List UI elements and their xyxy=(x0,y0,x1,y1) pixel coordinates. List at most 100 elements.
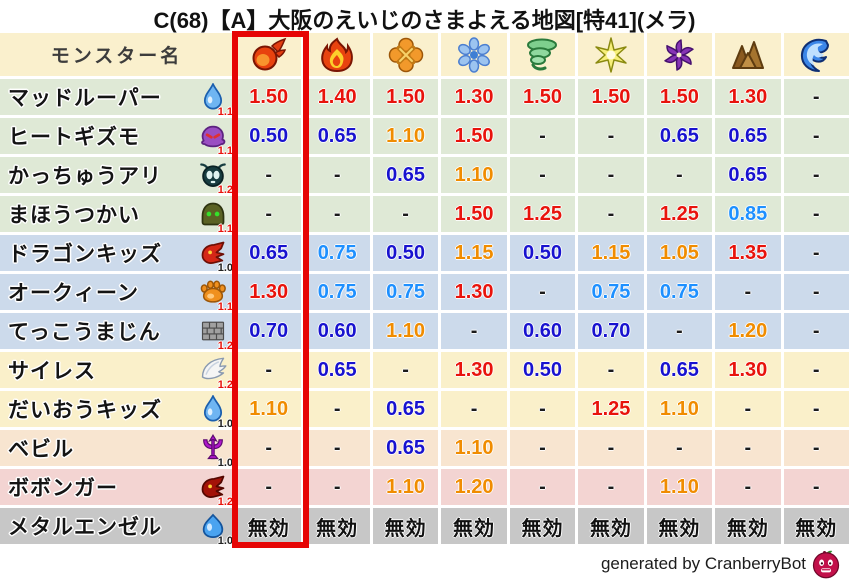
value-cell-r3-c3: 1.50 xyxy=(441,196,507,232)
element-header-cell-3 xyxy=(441,33,507,76)
value-cell-r11-c8: 無効 xyxy=(783,508,849,544)
value-cell-r0-c1: 1.40 xyxy=(304,79,370,115)
dark-dragon-icon: 1.2 xyxy=(199,473,233,508)
value-cell-r3-c4: 1.25 xyxy=(509,196,576,232)
resistance-value: 0.75 xyxy=(591,280,631,303)
value-cell-r3-c0: - xyxy=(236,196,302,232)
monster-modifier: 1.0 xyxy=(217,457,233,469)
value-cell-r10-c5: - xyxy=(578,469,644,505)
resistance-value: 0.65 xyxy=(386,163,426,186)
value-cell-r0-c4: 1.50 xyxy=(509,79,576,115)
resistance-value: - xyxy=(812,202,820,225)
value-cell-r8-c6: 1.10 xyxy=(646,391,713,427)
value-cell-r1-c6: 0.65 xyxy=(646,118,713,154)
resistance-value: - xyxy=(607,124,615,147)
credit-text: generated by CranberryBot xyxy=(600,554,806,573)
brick-wall-icon: 1.2 xyxy=(199,317,233,352)
monster-modifier: 1.2 xyxy=(217,496,233,508)
resistance-value: 1.20 xyxy=(728,319,768,342)
resistance-value: 1.10 xyxy=(386,124,426,147)
monster-name-cell: まほうつかい 1.1 xyxy=(0,196,233,235)
value-cell-r4-c0: 0.65 xyxy=(236,235,302,271)
value-cell-r4-c6: 1.05 xyxy=(646,235,713,271)
monster-modifier: 1.0 xyxy=(217,262,233,274)
resistance-value: 0.65 xyxy=(728,163,768,186)
resistance-value: 無効 xyxy=(247,517,290,540)
value-cell-r10-c1: - xyxy=(304,469,370,505)
value-cell-r9-c1: - xyxy=(304,430,370,466)
monster-name-cell: てっこうまじん 1.2 xyxy=(0,313,233,352)
resistance-value: 1.10 xyxy=(249,397,289,420)
value-cell-r7-c4: 0.50 xyxy=(509,352,576,388)
value-cell-r5-c5: 0.75 xyxy=(578,274,644,310)
trident-icon: 1.0 xyxy=(199,434,233,469)
resistance-value: 0.65 xyxy=(659,124,699,147)
value-cell-r10-c6: 1.10 xyxy=(646,469,713,505)
credit-bar: generated by CranberryBot xyxy=(601,549,841,579)
value-cell-r3-c5: - xyxy=(578,196,644,232)
resistance-value: 1.30 xyxy=(249,280,289,303)
value-cell-r2-c6: - xyxy=(646,157,713,193)
element-header-cell-4 xyxy=(509,33,576,76)
resistance-value: - xyxy=(744,436,752,459)
value-cell-r7-c6: 0.65 xyxy=(646,352,713,388)
resistance-value: 1.25 xyxy=(591,397,631,420)
value-cell-r2-c1: - xyxy=(304,157,370,193)
value-cell-r5-c0: 1.30 xyxy=(236,274,302,310)
value-cell-r9-c3: 1.10 xyxy=(441,430,507,466)
monster-name-label: ベビル xyxy=(8,438,74,461)
monster-modifier: 1.1 xyxy=(217,301,233,313)
resistance-value: 1.50 xyxy=(249,85,289,108)
value-cell-r0-c0: 1.50 xyxy=(236,79,302,115)
resistance-value: 1.40 xyxy=(317,85,357,108)
monster-modifier: 1.0 xyxy=(217,535,233,547)
resistance-value: 1.30 xyxy=(728,358,768,381)
value-cell-r1-c0: 0.50 xyxy=(236,118,302,154)
value-cell-r5-c2: 0.75 xyxy=(372,274,439,310)
value-cell-r2-c5: - xyxy=(578,157,644,193)
value-cell-r4-c2: 0.50 xyxy=(372,235,439,271)
value-cell-r7-c3: 1.30 xyxy=(441,352,507,388)
resistance-value: 0.85 xyxy=(728,202,768,225)
monster-name-cell: オークィーン 1.1 xyxy=(0,274,233,313)
value-cell-r6-c2: 1.10 xyxy=(372,313,439,349)
value-cell-r11-c5: 無効 xyxy=(578,508,644,544)
resistance-value: - xyxy=(812,241,820,264)
resistance-value: 1.50 xyxy=(454,202,494,225)
resistance-value: - xyxy=(812,397,820,420)
resistance-value: - xyxy=(333,397,341,420)
resistance-value: - xyxy=(744,475,752,498)
value-cell-r6-c5: 0.70 xyxy=(578,313,644,349)
value-cell-r0-c2: 1.50 xyxy=(372,79,439,115)
resistance-value: 1.50 xyxy=(523,85,562,108)
resistance-value: 0.75 xyxy=(317,280,357,303)
value-cell-r8-c0: 1.10 xyxy=(236,391,302,427)
value-cell-r7-c7: 1.30 xyxy=(715,352,781,388)
value-cell-r11-c0: 無効 xyxy=(236,508,302,544)
value-cell-r8-c7: - xyxy=(715,391,781,427)
monster-name-label: だいおうキッズ xyxy=(8,399,162,422)
monster-name-label: てっこうまじん xyxy=(8,321,161,344)
resistance-value: 1.25 xyxy=(659,202,699,225)
resistance-value: 0.50 xyxy=(523,241,562,264)
value-cell-r2-c3: 1.10 xyxy=(441,157,507,193)
hyado-snowflake-icon xyxy=(456,36,492,73)
resistance-value: - xyxy=(812,124,820,147)
resistance-value: - xyxy=(812,163,820,186)
value-cell-r2-c2: 0.65 xyxy=(372,157,439,193)
value-cell-r1-c5: - xyxy=(578,118,644,154)
resistance-value: 0.70 xyxy=(249,319,289,342)
resistance-value: 0.50 xyxy=(523,358,562,381)
resistance-value: 0.75 xyxy=(386,280,426,303)
resistance-value: - xyxy=(265,436,273,459)
resistance-value: - xyxy=(676,436,683,459)
resistance-value: - xyxy=(539,124,546,147)
resistance-value: 1.30 xyxy=(454,358,494,381)
value-cell-r0-c8: - xyxy=(783,79,849,115)
resistance-value: 0.65 xyxy=(386,397,426,420)
value-cell-r6-c3: - xyxy=(441,313,507,349)
value-cell-r11-c3: 無効 xyxy=(441,508,507,544)
resistance-value: 0.60 xyxy=(523,319,562,342)
value-cell-r6-c0: 0.70 xyxy=(236,313,302,349)
value-cell-r4-c3: 1.15 xyxy=(441,235,507,271)
